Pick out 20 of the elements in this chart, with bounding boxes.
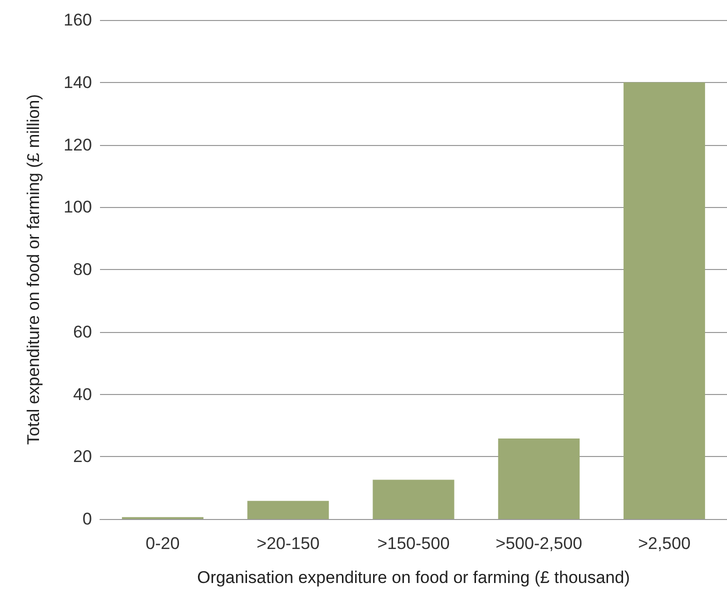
x-tick-label: >20-150 — [256, 534, 320, 553]
bar — [498, 438, 580, 519]
y-tick-label: 140 — [64, 72, 92, 92]
y-tick-label: 60 — [73, 322, 92, 342]
y-tick-label: 120 — [64, 135, 92, 154]
bar — [372, 480, 454, 519]
y-tick-label: 40 — [73, 384, 92, 404]
y-tick-label: 0 — [82, 510, 92, 528]
x-tick-label: >2,500 — [638, 534, 691, 553]
y-tick-label: 20 — [73, 447, 92, 466]
y-tick-label: 100 — [64, 198, 92, 217]
bar — [624, 82, 706, 519]
x-tick-label: >500-2,500 — [496, 534, 582, 553]
y-tick-label: 80 — [73, 260, 92, 279]
x-axis-title: Organisation expenditure on food or farming (£ thousand) — [197, 568, 630, 587]
y-axis-title: Total expenditure on food or farming (£ million) — [24, 94, 43, 445]
x-tick-label: 0-20 — [146, 534, 180, 553]
y-tick-label: 160 — [64, 10, 92, 30]
x-tick-label: >150-500 — [377, 534, 450, 553]
bar — [247, 500, 329, 519]
